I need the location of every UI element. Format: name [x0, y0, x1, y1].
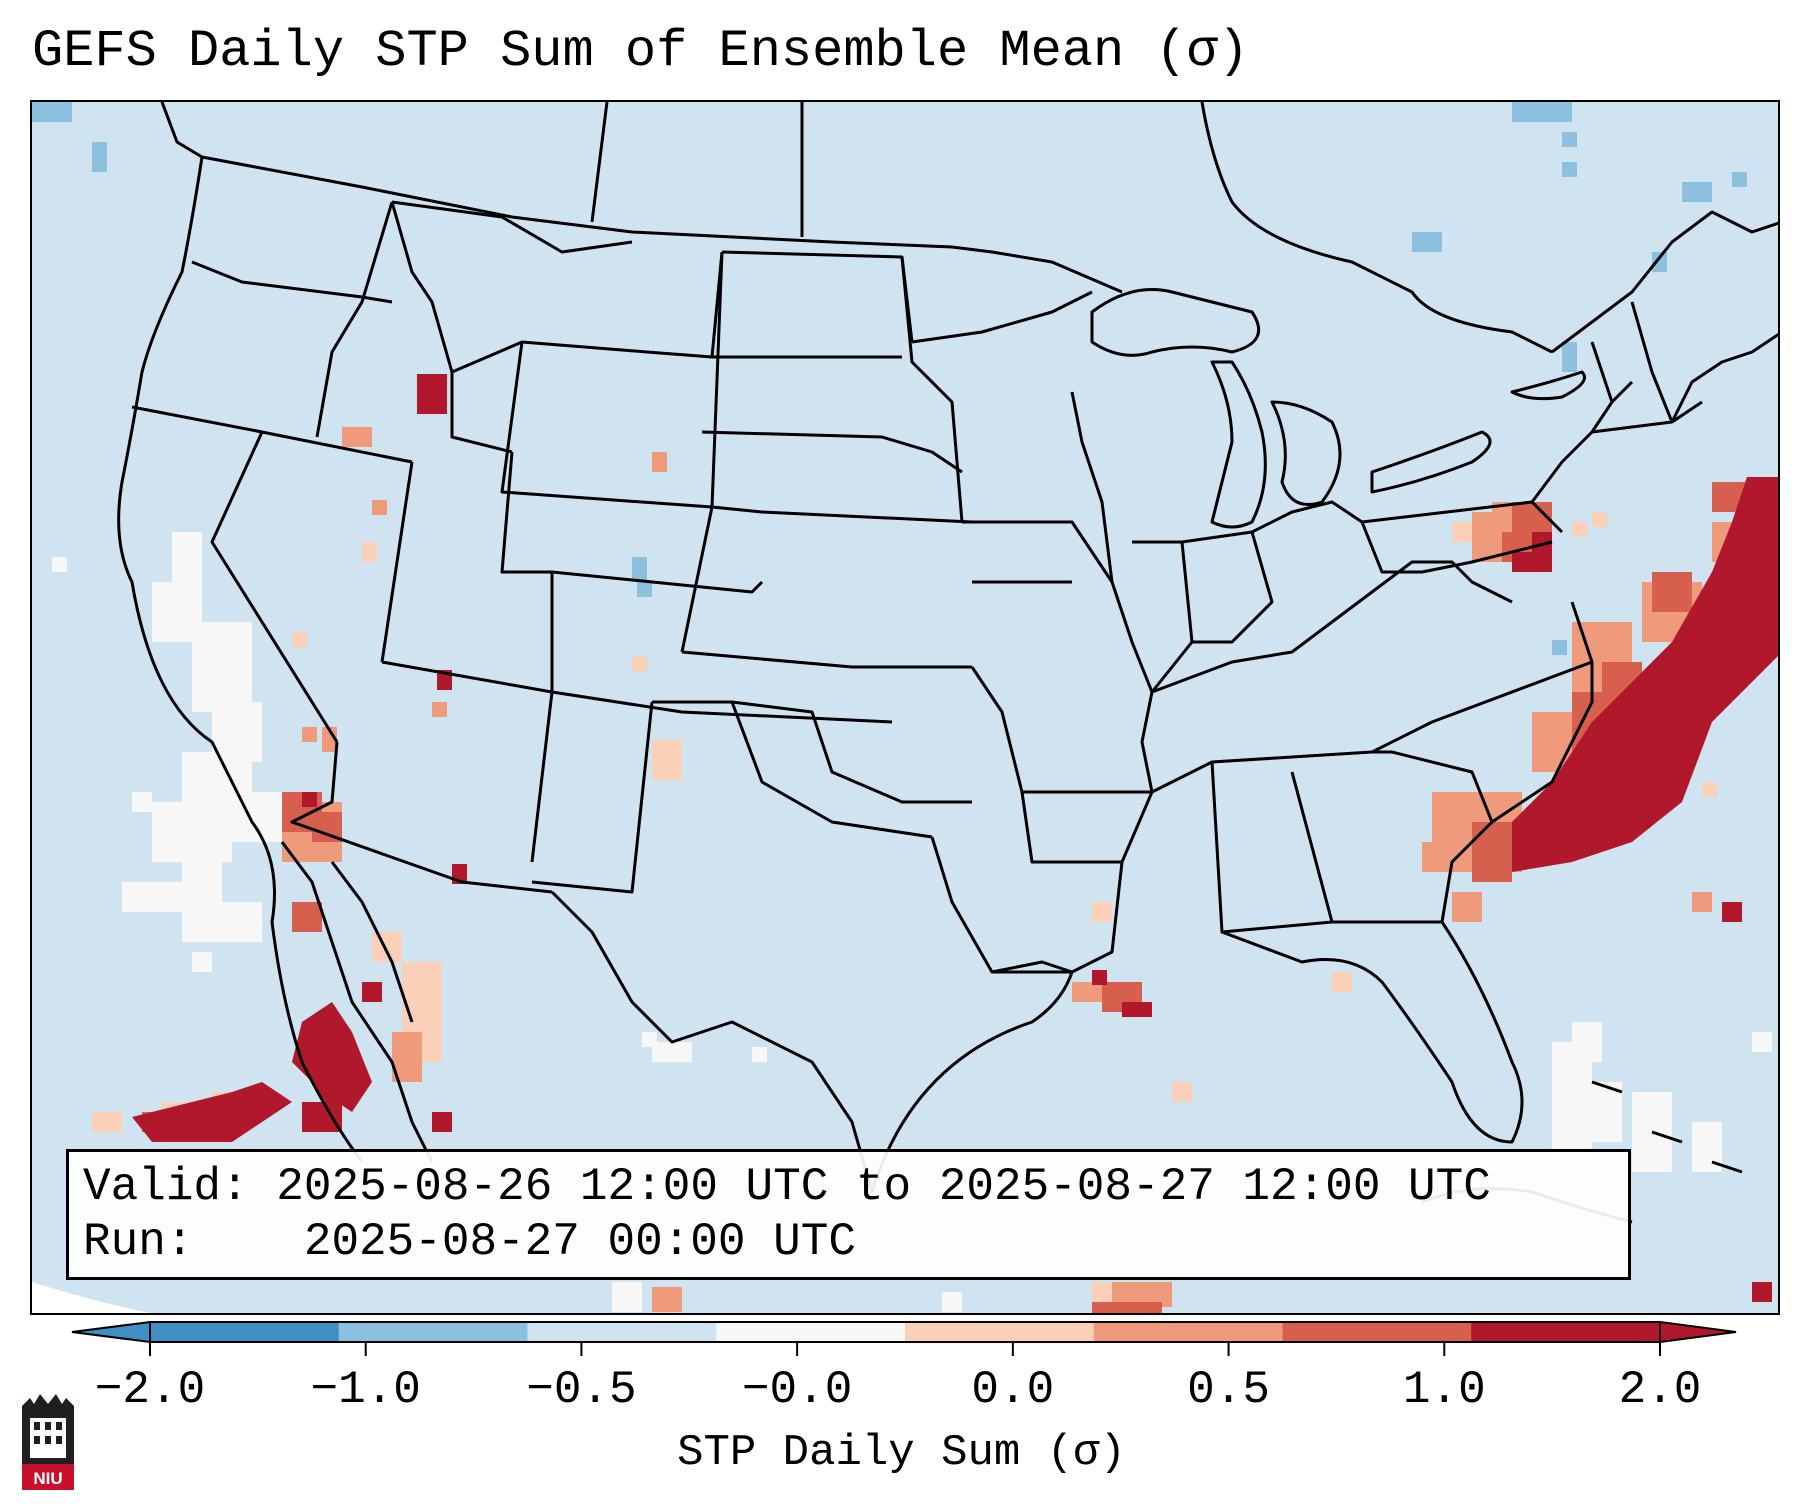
- colorbar-tick-label: −1.0: [310, 1364, 421, 1416]
- colorbar-tick-label: 0.0: [971, 1364, 1055, 1416]
- colorbar-tick-label: −0.0: [741, 1364, 853, 1416]
- colorbar-segments: [71, 1320, 1737, 1344]
- valid-label: Valid:: [83, 1161, 249, 1213]
- map-title: GEFS Daily STP Sum of Ensemble Mean (σ): [32, 22, 1249, 81]
- colorbar-segment: [150, 1322, 340, 1342]
- colorbar-ticks: [149, 1342, 1661, 1356]
- colorbar-label: STP Daily Sum (σ): [677, 1428, 1126, 1478]
- colorbar-segment: [716, 1322, 906, 1342]
- map-panel: [30, 100, 1780, 1315]
- colorbar-extend-low: [71, 1320, 151, 1344]
- colorbar-segment: [905, 1322, 1095, 1342]
- colorbar-segment: [338, 1322, 528, 1342]
- colorbar-tick-label: 1.0: [1402, 1364, 1486, 1416]
- colorbar-extend-high: [1659, 1320, 1737, 1344]
- colorbar-tick-label: −2.0: [94, 1364, 206, 1416]
- state-boundaries: [117, 102, 1778, 1224]
- colorbar-tick-label: −0.5: [526, 1364, 637, 1416]
- stp-anomaly-cells: [32, 102, 1778, 1313]
- run-label: Run:: [83, 1216, 194, 1268]
- colorbar-segment: [527, 1322, 717, 1342]
- colorbar-segment: [1282, 1322, 1472, 1342]
- colorbar-tick-label: 0.5: [1187, 1364, 1270, 1416]
- colorbar: [71, 1320, 1737, 1356]
- colorbar-segment: [1093, 1322, 1283, 1342]
- niu-building-logo: NIU: [22, 1394, 74, 1490]
- colorbar-tick-label: 2.0: [1618, 1364, 1702, 1416]
- colorbar-segment: [1471, 1322, 1661, 1342]
- colorbar-border: [149, 1321, 1661, 1343]
- map-svg: [32, 102, 1778, 1313]
- logo-text: NIU: [33, 1469, 62, 1488]
- valid-run-box: Valid: 2025-08-26 12:00 UTC to 2025-08-2…: [66, 1149, 1631, 1280]
- projection-edge: [32, 1282, 151, 1313]
- valid-value: 2025-08-26 12:00 UTC to 2025-08-27 12:00…: [276, 1161, 1491, 1213]
- run-value: 2025-08-27 00:00 UTC: [303, 1216, 856, 1268]
